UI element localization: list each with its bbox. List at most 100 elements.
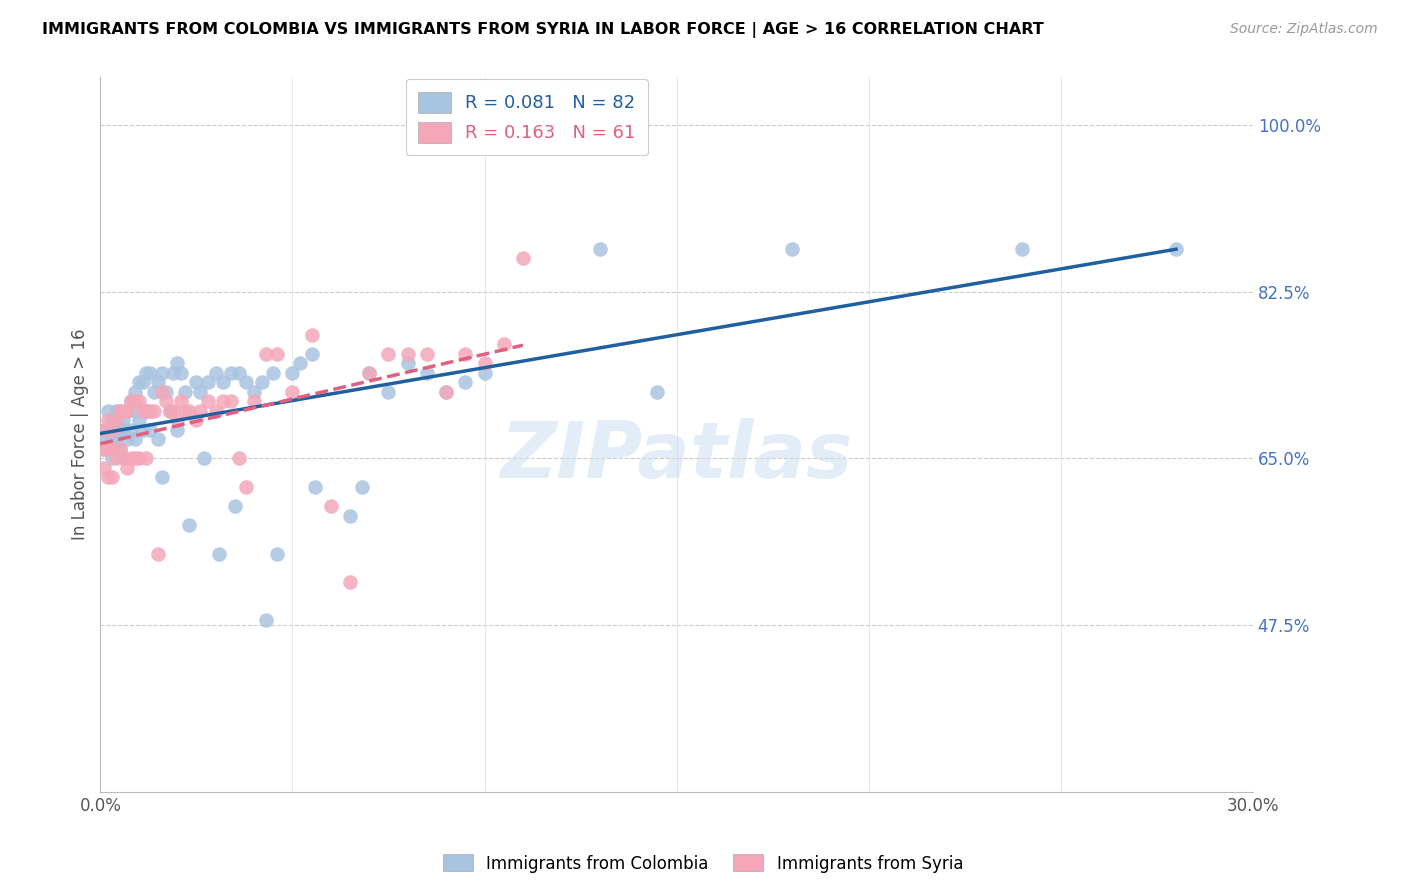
Point <box>124 403 146 417</box>
Point <box>474 366 496 380</box>
Point <box>454 346 477 360</box>
Point <box>104 413 127 427</box>
Point <box>1011 242 1033 256</box>
Point <box>159 403 181 417</box>
Point <box>135 366 157 380</box>
Point <box>188 384 211 399</box>
Point <box>304 480 326 494</box>
Point <box>359 366 381 380</box>
Point <box>120 394 142 409</box>
Point <box>112 451 135 466</box>
Text: ZIPatlas: ZIPatlas <box>501 418 852 494</box>
Point <box>101 423 124 437</box>
Point <box>128 413 150 427</box>
Point <box>101 442 124 456</box>
Point <box>104 451 127 466</box>
Point <box>193 451 215 466</box>
Point <box>93 442 115 456</box>
Point <box>97 470 120 484</box>
Point <box>97 442 120 456</box>
Y-axis label: In Labor Force | Age > 16: In Labor Force | Age > 16 <box>72 329 89 541</box>
Point <box>219 394 242 409</box>
Point <box>120 423 142 437</box>
Point <box>120 451 142 466</box>
Point <box>396 346 419 360</box>
Point <box>131 403 153 417</box>
Point <box>434 384 457 399</box>
Point <box>162 366 184 380</box>
Point <box>177 518 200 533</box>
Point <box>197 394 219 409</box>
Point <box>112 403 135 417</box>
Point <box>108 442 131 456</box>
Point <box>108 442 131 456</box>
Point <box>197 375 219 389</box>
Point <box>97 403 120 417</box>
Point <box>135 403 157 417</box>
Point <box>97 442 120 456</box>
Point <box>219 366 242 380</box>
Point <box>204 366 226 380</box>
Point <box>589 242 612 256</box>
Point <box>124 394 146 409</box>
Point <box>254 613 277 627</box>
Point <box>243 384 266 399</box>
Point <box>281 384 304 399</box>
Point <box>235 480 257 494</box>
Point <box>101 470 124 484</box>
Point <box>131 423 153 437</box>
Point <box>235 375 257 389</box>
Point <box>108 423 131 437</box>
Point <box>112 413 135 427</box>
Point <box>101 451 124 466</box>
Point <box>139 403 162 417</box>
Point <box>396 356 419 370</box>
Point <box>416 366 439 380</box>
Point <box>155 384 177 399</box>
Point <box>266 346 288 360</box>
Point <box>173 384 195 399</box>
Point <box>128 451 150 466</box>
Point <box>208 547 231 561</box>
Point <box>288 356 311 370</box>
Point <box>93 442 115 456</box>
Point <box>112 423 135 437</box>
Point <box>301 327 323 342</box>
Point <box>250 375 273 389</box>
Point <box>101 423 124 437</box>
Point <box>173 403 195 417</box>
Point <box>104 403 127 417</box>
Point <box>1164 242 1187 256</box>
Point <box>301 346 323 360</box>
Point <box>108 403 131 417</box>
Point <box>454 375 477 389</box>
Point <box>139 366 162 380</box>
Point <box>128 394 150 409</box>
Point <box>93 461 115 475</box>
Point <box>135 403 157 417</box>
Point <box>101 413 124 427</box>
Point <box>647 384 669 399</box>
Point <box>266 547 288 561</box>
Point <box>115 403 138 417</box>
Point <box>120 394 142 409</box>
Point <box>131 375 153 389</box>
Point <box>115 461 138 475</box>
Point <box>93 423 115 437</box>
Point <box>339 508 361 523</box>
Text: Source: ZipAtlas.com: Source: ZipAtlas.com <box>1230 22 1378 37</box>
Point <box>377 346 399 360</box>
Point <box>416 346 439 360</box>
Point <box>780 242 803 256</box>
Point <box>93 433 115 447</box>
Point <box>150 366 173 380</box>
Point <box>104 423 127 437</box>
Point <box>359 366 381 380</box>
Point <box>224 499 246 513</box>
Point <box>166 356 188 370</box>
Point <box>97 423 120 437</box>
Point <box>115 433 138 447</box>
Point <box>281 366 304 380</box>
Point <box>166 413 188 427</box>
Point <box>124 384 146 399</box>
